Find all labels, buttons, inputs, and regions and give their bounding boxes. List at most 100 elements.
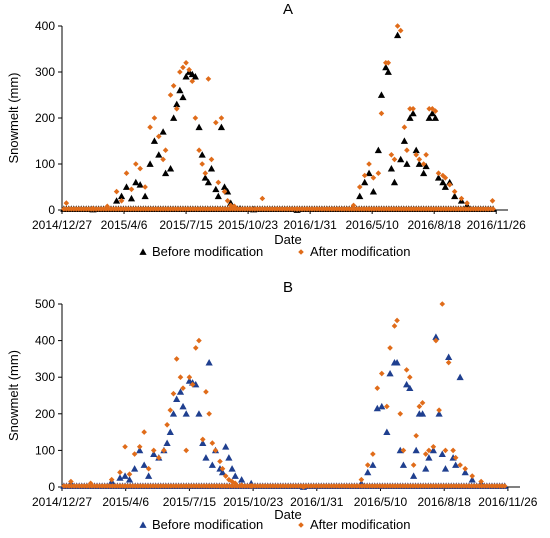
data-point (468, 476, 476, 483)
x-tick-label: 2015/7/15 (159, 218, 213, 232)
data-point (232, 480, 239, 487)
data-point (441, 465, 450, 472)
data-point (142, 184, 148, 190)
data-point (150, 450, 158, 457)
data-point (384, 403, 390, 410)
x-axis-title: Date (274, 232, 301, 247)
data-point (441, 183, 449, 190)
x-tick-label: 2016/8/18 (418, 495, 472, 509)
data-point (192, 115, 199, 121)
legend-marker-before (139, 521, 147, 528)
data-point (202, 454, 210, 461)
data-point (208, 461, 216, 468)
data-point (377, 91, 386, 98)
data-point (378, 402, 386, 410)
data-point (167, 92, 174, 98)
data-point (87, 480, 94, 487)
data-point (452, 461, 460, 468)
data-point (406, 384, 414, 392)
x-tick-label: 2015/10/23 (223, 495, 283, 509)
data-point (126, 471, 133, 477)
data-point (442, 175, 449, 181)
data-point (104, 203, 111, 210)
data-point (350, 202, 357, 209)
data-point (410, 106, 416, 112)
data-point (294, 206, 300, 212)
x-tick-label: 2016/8/18 (407, 218, 461, 232)
data-point (388, 152, 395, 158)
data-point (90, 205, 96, 212)
data-point (122, 443, 128, 450)
data-point (228, 465, 236, 472)
data-point (356, 184, 363, 190)
data-point (403, 367, 410, 373)
series-after (61, 23, 496, 212)
data-point (191, 73, 199, 80)
data-point (409, 109, 417, 117)
y-tick-label: 0 (48, 480, 55, 494)
data-point (155, 133, 162, 140)
data-point (478, 478, 484, 485)
data-point (182, 73, 190, 80)
data-point (422, 162, 430, 170)
data-point (358, 476, 365, 483)
data-point (426, 447, 432, 454)
data-point (248, 483, 254, 489)
data-point (440, 172, 446, 179)
data-point (208, 156, 215, 163)
data-point (431, 114, 440, 121)
data-point (422, 465, 430, 472)
y-tick-label: 400 (35, 334, 55, 348)
y-axis-title: Snowmelt (mm) (6, 350, 21, 441)
data-point (159, 128, 167, 135)
data-point (397, 27, 404, 34)
data-point (410, 462, 417, 468)
data-point (413, 152, 419, 158)
data-point (192, 345, 199, 351)
x-tick-label: 2016/1/31 (283, 218, 337, 232)
data-point (204, 178, 212, 186)
data-point (116, 474, 124, 481)
legend: Before modification After modification (139, 517, 410, 532)
legend-marker-before (139, 248, 147, 255)
data-point (131, 465, 139, 472)
data-point (150, 447, 157, 454)
data-point (469, 473, 476, 479)
data-point (425, 114, 433, 121)
data-point (117, 192, 126, 200)
y-tick-label: 0 (48, 203, 55, 217)
data-point (117, 469, 123, 476)
data-point (121, 472, 129, 479)
x-tick-label: 2016/5/10 (345, 218, 399, 232)
data-point (221, 188, 228, 195)
data-point (369, 461, 377, 468)
data-point (456, 373, 464, 381)
data-point (413, 432, 419, 439)
series-before (60, 31, 497, 213)
data-point (151, 115, 158, 121)
data-point (489, 198, 496, 204)
data-point (364, 462, 371, 468)
data-point (400, 447, 407, 454)
data-point (215, 179, 222, 186)
data-point (374, 385, 381, 391)
data-point (170, 83, 177, 89)
data-point (461, 468, 469, 476)
data-point (195, 410, 203, 417)
data-point (406, 114, 414, 121)
data-point (422, 451, 429, 457)
data-point (238, 476, 246, 483)
data-point (387, 165, 395, 172)
data-point (226, 476, 232, 483)
data-point (462, 465, 469, 472)
data-point (407, 106, 413, 112)
data-point (131, 451, 138, 457)
legend-label-before: Before modification (152, 244, 263, 259)
data-point (435, 410, 443, 417)
data-point (173, 100, 181, 108)
data-point (198, 151, 206, 158)
legend-marker-after (298, 522, 304, 528)
data-point (122, 183, 131, 190)
data-point (399, 461, 408, 468)
data-point (183, 447, 190, 454)
